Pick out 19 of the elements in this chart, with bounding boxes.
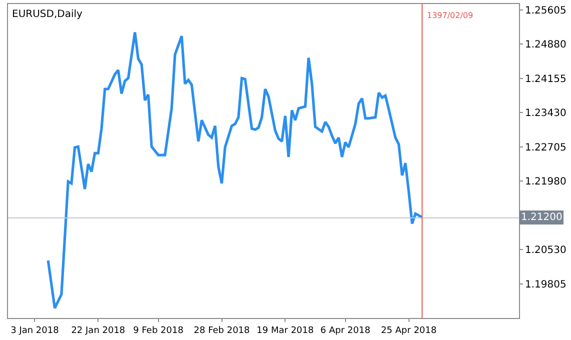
x-tick-label: 22 Jan 2018 [71,326,126,336]
x-tick-label: 25 Apr 2018 [380,326,437,336]
y-tick-label: 1.24880 [525,40,566,51]
y-tick-label: 1.22705 [525,142,566,154]
x-tick-label: 28 Feb 2018 [194,326,250,336]
x-tick-label: 19 Mar 2018 [256,326,314,336]
x-tick-label: 3 Jan 2018 [10,326,60,336]
y-tick-label: 1.25605 [525,5,566,16]
x-tick-label: 9 Feb 2018 [133,326,184,336]
y-tick-label: 1.24155 [525,74,566,85]
x-tick-label: 6 Apr 2018 [320,326,371,336]
ref-line-label: 1.21200 [521,212,562,223]
text: EURUSD,Daily [12,9,83,20]
y-tick-label: 1.23430 [525,108,566,120]
y-tick-label: 1.21980 [525,176,566,188]
ref-line-label: 1397/02/09 [427,11,474,20]
y-tick-label: 1.20530 [525,245,566,256]
y-tick-label: 1.19805 [525,279,566,290]
line-series [46,31,424,310]
